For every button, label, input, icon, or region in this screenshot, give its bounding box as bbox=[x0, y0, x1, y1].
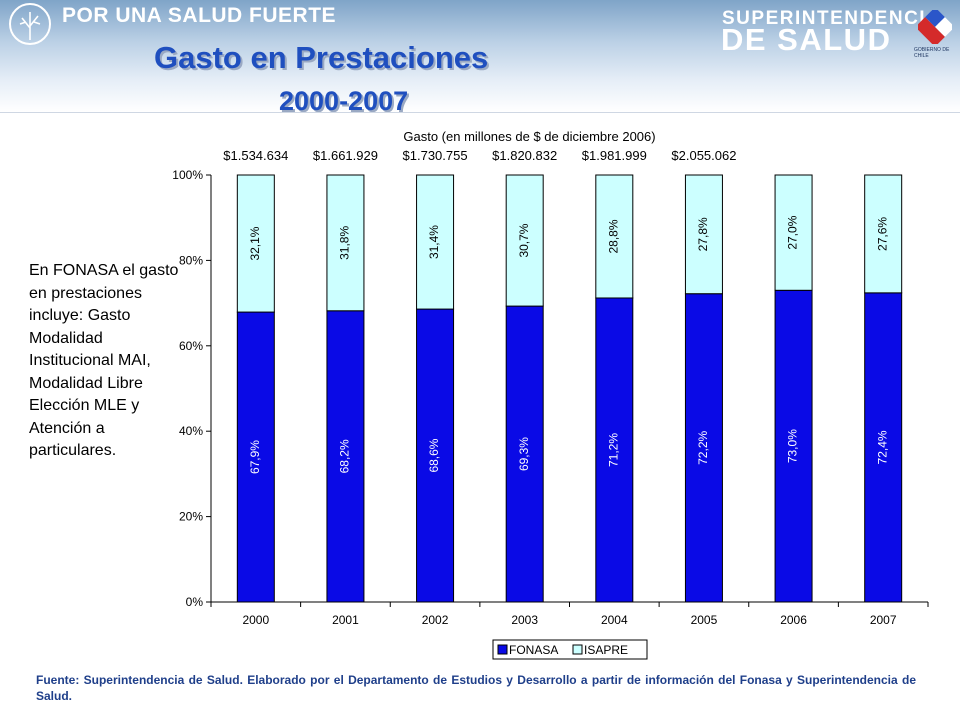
bar-isapre bbox=[774, 174, 813, 291]
data-label-fonasa: 73,0% bbox=[786, 429, 800, 463]
y-tick-label: 0% bbox=[186, 595, 204, 609]
seal-caption: GOBIERNO DE CHILE bbox=[914, 47, 950, 59]
header-divider bbox=[0, 112, 960, 113]
bar-fonasa bbox=[505, 305, 544, 603]
source-note: Fuente: Superintendencia de Salud. Elabo… bbox=[36, 673, 916, 703]
bar-isapre bbox=[595, 174, 634, 299]
y-tick-label: 60% bbox=[179, 339, 203, 353]
total-label: $2.055.062 bbox=[671, 148, 736, 163]
bar-isapre bbox=[505, 174, 544, 307]
x-tick-label: 2002 bbox=[422, 613, 449, 627]
stacked-bar-chart: Gasto (en millones de $ de diciembre 200… bbox=[172, 129, 929, 660]
data-label-isapre: 28,8% bbox=[606, 219, 620, 253]
total-label: $1.981.999 bbox=[582, 148, 647, 163]
x-tick-label: 2005 bbox=[691, 613, 718, 627]
legend-label-fonasa: FONASA bbox=[509, 643, 558, 657]
tree-logo-icon bbox=[9, 3, 51, 45]
bar-fonasa bbox=[684, 293, 723, 603]
brand-left-text: POR UNA SALUD FUERTE bbox=[62, 4, 337, 27]
side-note: En FONASA el gasto en prestaciones inclu… bbox=[29, 262, 179, 459]
data-label-isapre: 27,0% bbox=[786, 215, 800, 249]
government-seal-icon bbox=[918, 10, 952, 44]
data-label-isapre: 31,4% bbox=[427, 225, 441, 259]
brand-right-main: DE SALUD bbox=[721, 22, 892, 57]
legend-box bbox=[492, 639, 648, 660]
data-label-isapre: 27,8% bbox=[696, 217, 710, 251]
bar-fonasa bbox=[416, 308, 455, 603]
data-label-fonasa: 68,2% bbox=[338, 439, 352, 473]
data-label-fonasa: 72,4% bbox=[875, 430, 889, 464]
y-tick-label: 100% bbox=[172, 168, 203, 182]
y-tick-label: 40% bbox=[179, 424, 203, 438]
x-tick-label: 2004 bbox=[601, 613, 628, 627]
data-label-fonasa: 68,6% bbox=[427, 438, 441, 472]
bar-fonasa bbox=[595, 297, 634, 603]
chart-title: Gasto (en millones de $ de diciembre 200… bbox=[403, 129, 655, 144]
header-banner: POR UNA SALUD FUERTE SUPERINTENDENCIA DE… bbox=[0, 0, 960, 112]
total-label: $1.661.929 bbox=[313, 148, 378, 163]
x-tick-label: 2007 bbox=[870, 613, 897, 627]
y-tick-label: 80% bbox=[179, 253, 203, 267]
bar-fonasa bbox=[236, 311, 275, 603]
bar-isapre bbox=[416, 174, 455, 310]
data-label-fonasa: 67,9% bbox=[248, 440, 262, 474]
y-tick-label: 20% bbox=[179, 510, 203, 524]
data-label-fonasa: 71,2% bbox=[606, 433, 620, 467]
x-tick-label: 2006 bbox=[780, 613, 807, 627]
legend-swatch-fonasa bbox=[497, 644, 508, 655]
x-tick-label: 2003 bbox=[511, 613, 538, 627]
bar-isapre bbox=[684, 174, 723, 295]
data-label-fonasa: 72,2% bbox=[696, 431, 710, 465]
bar-isapre bbox=[326, 174, 365, 312]
total-label: $1.730.755 bbox=[403, 148, 468, 163]
legend-swatch-isapre bbox=[572, 644, 583, 655]
brand-right-top: SUPERINTENDENCIA bbox=[722, 8, 942, 29]
legend-label-isapre: ISAPRE bbox=[584, 643, 628, 657]
x-tick-label: 2001 bbox=[332, 613, 359, 627]
total-label: $1.820.832 bbox=[492, 148, 557, 163]
bar-fonasa bbox=[864, 292, 903, 603]
data-label-isapre: 27,6% bbox=[875, 217, 889, 251]
page-title: Gasto en Prestaciones bbox=[154, 40, 489, 75]
bar-fonasa bbox=[326, 310, 365, 603]
data-label-isapre: 32,1% bbox=[248, 226, 262, 260]
data-label-isapre: 31,8% bbox=[338, 226, 352, 260]
total-label: $1.534.634 bbox=[223, 148, 288, 163]
bar-isapre bbox=[864, 174, 903, 294]
data-label-isapre: 30,7% bbox=[517, 223, 531, 257]
data-label-fonasa: 69,3% bbox=[517, 437, 531, 471]
page-subtitle: 2000-2007 bbox=[279, 86, 409, 116]
x-tick-label: 2000 bbox=[242, 613, 269, 627]
bar-isapre bbox=[236, 174, 275, 313]
